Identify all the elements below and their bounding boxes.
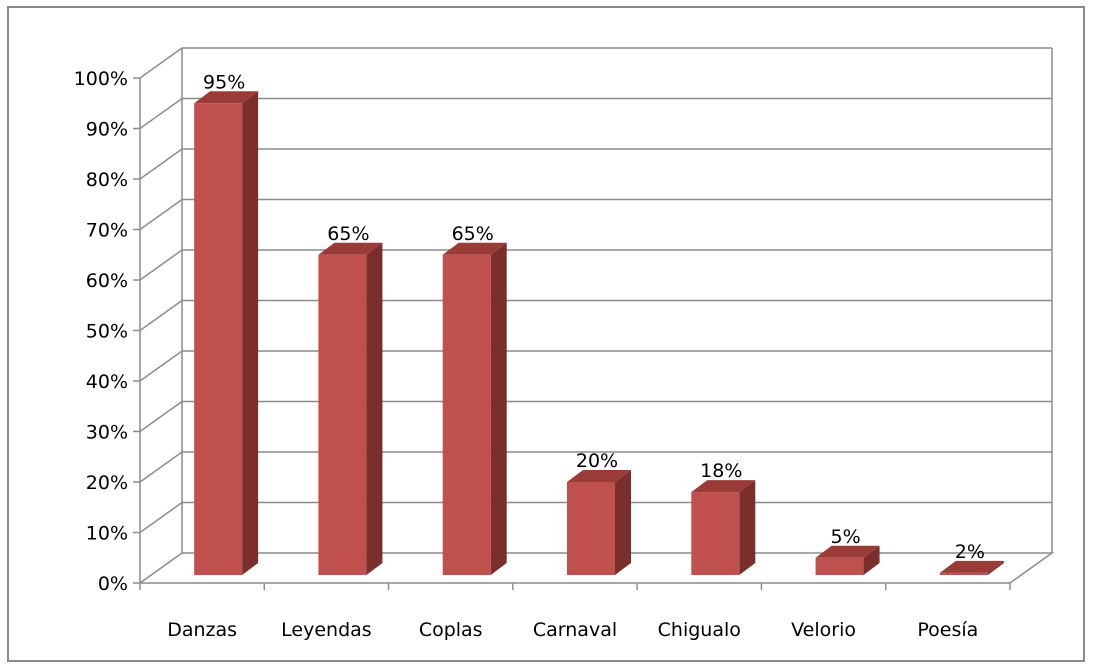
gridline	[139, 400, 1052, 433]
y-tick-label: 70%	[86, 220, 128, 242]
y-tick-label: 30%	[86, 422, 128, 444]
bar-front	[567, 482, 615, 575]
bar-front	[194, 103, 243, 575]
y-tick-label: 60%	[86, 270, 128, 292]
bar-velorio	[815, 545, 880, 575]
gridline	[139, 451, 1052, 483]
bar-top	[567, 470, 631, 482]
y-tick-label: 0%	[98, 573, 128, 595]
gridline	[139, 47, 1052, 79]
y-tick-label: 20%	[86, 472, 128, 494]
x-category-label: Velorio	[791, 619, 856, 641]
bar-side	[615, 470, 631, 575]
bar-top	[442, 242, 507, 255]
data-label: 18%	[700, 460, 742, 482]
data-label: 5%	[830, 526, 860, 548]
x-axis-category-labels: Danzas Leyendas Coplas Carnaval Chigualo Velo…	[139, 583, 1011, 641]
bar-side	[242, 91, 259, 575]
x-category-label: Carnaval	[533, 619, 617, 641]
x-category-label: Danzas	[167, 619, 237, 641]
data-label: 20%	[576, 450, 618, 472]
gridline	[139, 148, 1052, 180]
bar-danzas	[194, 91, 259, 575]
y-tick-label: 50%	[86, 321, 128, 343]
bar-top	[939, 560, 1004, 573]
x-category-label: Poesía	[917, 619, 978, 641]
gridline	[139, 501, 1052, 534]
bar-carnaval	[567, 470, 631, 575]
bar-top	[815, 545, 880, 558]
gridline	[139, 97, 1052, 130]
data-label: 65%	[452, 223, 494, 245]
bar-top	[194, 91, 259, 104]
x-category-label: Coplas	[419, 619, 483, 641]
bar-poesía	[939, 560, 1004, 575]
bar-chigualo	[691, 480, 756, 575]
data-label: 65%	[327, 223, 369, 245]
data-label: 95%	[203, 71, 245, 93]
bar-side	[366, 242, 383, 575]
y-tick-label: 40%	[86, 371, 128, 393]
data-labels: 95% 65% 65% 20% 18% 5% 2%	[203, 71, 985, 563]
gridlines	[133, 47, 1052, 584]
bar-side	[987, 560, 1004, 575]
bar-front	[939, 572, 988, 575]
bar-side	[490, 242, 507, 575]
gridline	[139, 299, 1052, 332]
bar-top	[691, 480, 756, 493]
gridline	[139, 249, 1052, 281]
gridline	[139, 350, 1052, 382]
y-axis-tick-labels: 0% 10% 20% 30% 40% 50% 60% 70% 80% 90% 100%	[74, 68, 128, 595]
bar-front	[318, 254, 367, 575]
bar-coplas	[442, 242, 507, 575]
bar-top	[318, 242, 383, 255]
data-label: 2%	[955, 541, 985, 563]
bar-side	[863, 545, 880, 575]
bar-front	[815, 557, 864, 575]
y-tick-label: 10%	[86, 523, 128, 545]
y-tick-label: 100%	[74, 68, 128, 90]
y-tick-label: 90%	[86, 119, 128, 141]
bar-front	[442, 254, 491, 575]
bars	[194, 91, 1004, 575]
gridline	[139, 198, 1052, 231]
bar-side	[739, 480, 756, 575]
x-category-label: Chigualo	[658, 619, 741, 641]
bar-leyendas	[318, 242, 383, 575]
bar-front	[691, 492, 740, 575]
y-tick-label: 80%	[86, 169, 128, 191]
x-category-label: Leyendas	[281, 619, 372, 641]
